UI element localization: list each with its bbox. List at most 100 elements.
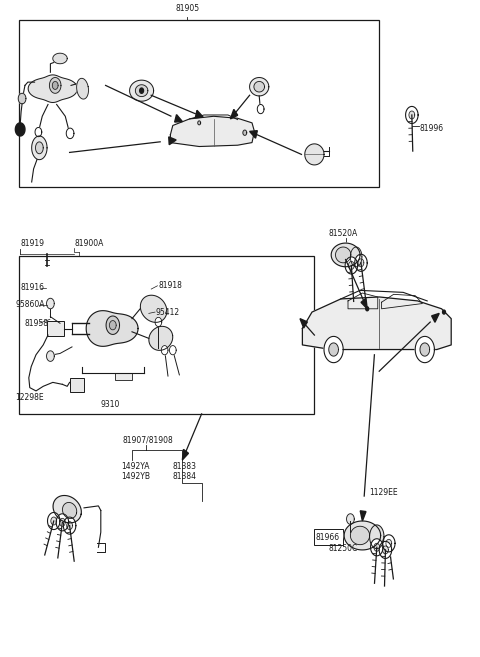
Polygon shape — [140, 295, 167, 323]
Polygon shape — [155, 317, 162, 327]
Polygon shape — [420, 343, 430, 356]
Polygon shape — [331, 243, 360, 267]
Polygon shape — [443, 310, 445, 314]
Polygon shape — [36, 142, 43, 154]
Bar — [19, 256, 314, 414]
Polygon shape — [305, 144, 324, 165]
Polygon shape — [106, 316, 120, 334]
Polygon shape — [52, 81, 58, 89]
Polygon shape — [350, 247, 362, 267]
Text: 81918: 81918 — [158, 281, 182, 290]
Polygon shape — [355, 254, 367, 271]
Text: 1492YB: 1492YB — [121, 472, 150, 481]
Polygon shape — [254, 81, 264, 92]
Polygon shape — [302, 297, 451, 350]
Polygon shape — [195, 110, 203, 118]
Polygon shape — [63, 517, 76, 534]
Polygon shape — [324, 336, 343, 363]
Text: 1492YA: 1492YA — [121, 462, 150, 471]
Polygon shape — [344, 521, 381, 550]
Polygon shape — [406, 106, 418, 124]
Polygon shape — [15, 123, 25, 136]
Bar — [314, 529, 343, 545]
Polygon shape — [51, 517, 57, 525]
Polygon shape — [175, 114, 182, 122]
Polygon shape — [250, 78, 269, 96]
Polygon shape — [32, 136, 47, 160]
Polygon shape — [161, 346, 168, 355]
Text: 81916: 81916 — [20, 283, 44, 292]
Bar — [115, 373, 132, 380]
Polygon shape — [329, 343, 338, 356]
Bar — [19, 20, 379, 187]
Polygon shape — [358, 259, 364, 267]
Text: 81905: 81905 — [175, 4, 199, 13]
Polygon shape — [169, 137, 176, 145]
Polygon shape — [60, 518, 65, 526]
Polygon shape — [47, 351, 54, 361]
Bar — [47, 321, 64, 336]
Text: 1129EE: 1129EE — [370, 488, 398, 497]
Polygon shape — [409, 111, 415, 119]
Polygon shape — [250, 131, 257, 138]
Text: 9310: 9310 — [101, 399, 120, 409]
Polygon shape — [53, 53, 67, 64]
Bar — [70, 378, 84, 392]
Polygon shape — [336, 247, 351, 263]
Polygon shape — [361, 298, 367, 309]
Text: 81520A: 81520A — [329, 229, 358, 238]
Polygon shape — [49, 78, 61, 93]
Polygon shape — [348, 261, 354, 269]
Polygon shape — [67, 522, 72, 530]
Polygon shape — [198, 121, 201, 125]
Polygon shape — [28, 75, 77, 102]
Polygon shape — [383, 535, 395, 552]
Text: 81996: 81996 — [420, 124, 444, 133]
Polygon shape — [170, 116, 254, 147]
Text: 81900A: 81900A — [74, 239, 104, 248]
Text: 95860A: 95860A — [15, 300, 45, 309]
Polygon shape — [366, 307, 369, 311]
Polygon shape — [383, 546, 388, 554]
Text: 81384: 81384 — [173, 472, 197, 481]
Text: 81958: 81958 — [25, 319, 49, 328]
Polygon shape — [77, 78, 88, 99]
Polygon shape — [257, 104, 264, 114]
Polygon shape — [386, 539, 392, 547]
Polygon shape — [230, 110, 238, 119]
Polygon shape — [379, 541, 392, 558]
Polygon shape — [53, 495, 81, 523]
Polygon shape — [47, 298, 54, 309]
Polygon shape — [415, 336, 434, 363]
Polygon shape — [370, 525, 384, 549]
Text: 95412: 95412 — [156, 307, 180, 317]
Polygon shape — [140, 88, 144, 93]
Polygon shape — [149, 327, 173, 350]
Text: 81966: 81966 — [316, 533, 340, 542]
Polygon shape — [18, 93, 26, 104]
Polygon shape — [62, 503, 77, 518]
Polygon shape — [345, 257, 358, 274]
Text: 81383: 81383 — [173, 462, 197, 471]
Polygon shape — [300, 319, 307, 328]
Polygon shape — [56, 514, 69, 531]
Polygon shape — [48, 512, 60, 530]
Polygon shape — [360, 510, 366, 521]
Polygon shape — [130, 80, 154, 101]
Polygon shape — [169, 346, 176, 355]
Polygon shape — [66, 128, 74, 139]
Polygon shape — [182, 449, 189, 460]
Text: 81250C: 81250C — [329, 544, 358, 553]
Polygon shape — [347, 514, 354, 524]
Polygon shape — [432, 313, 439, 323]
Polygon shape — [371, 539, 383, 556]
Polygon shape — [135, 85, 148, 97]
Polygon shape — [350, 526, 370, 545]
Text: 12298E: 12298E — [15, 393, 44, 402]
Polygon shape — [109, 321, 116, 330]
Polygon shape — [35, 127, 42, 137]
Text: 81919: 81919 — [20, 239, 44, 248]
Polygon shape — [86, 311, 138, 346]
Text: 81907/81908: 81907/81908 — [122, 436, 173, 445]
Polygon shape — [374, 543, 380, 551]
